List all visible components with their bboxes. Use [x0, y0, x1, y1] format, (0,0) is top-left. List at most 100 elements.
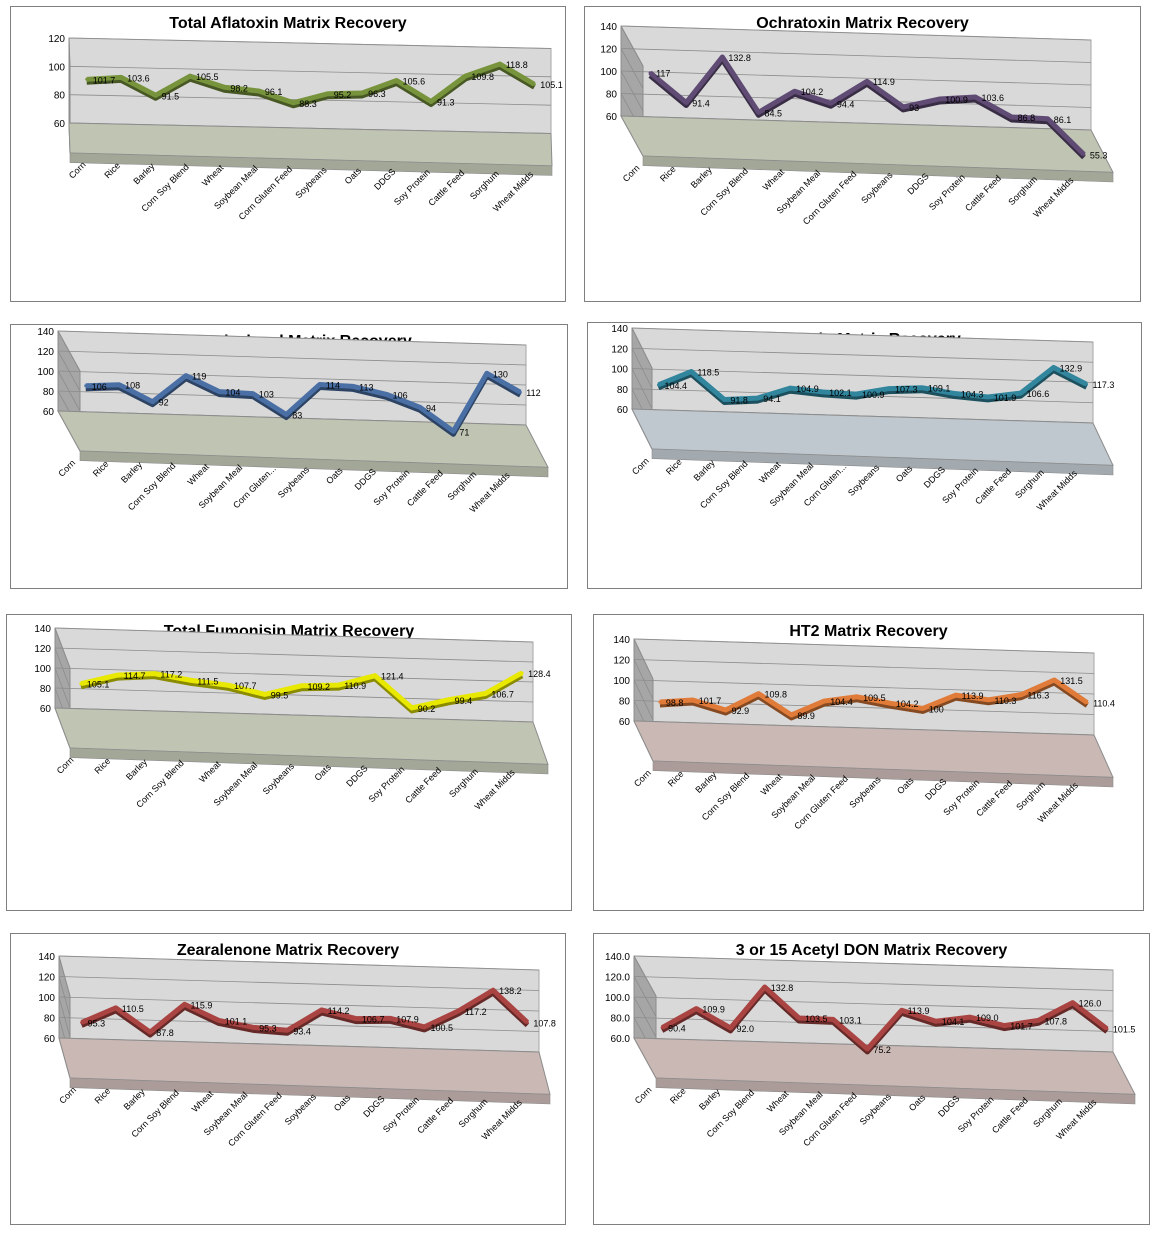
data-point	[251, 1025, 255, 1029]
y-tick-label: 80	[44, 1014, 56, 1025]
data-point	[660, 1026, 664, 1030]
y-tick-label: 100	[37, 367, 54, 378]
data-label: 119	[192, 372, 206, 382]
data-label: 94.4	[837, 99, 855, 109]
data-point	[85, 77, 89, 81]
data-label: 92	[159, 398, 169, 408]
gridline	[620, 25, 644, 67]
data-label: 99.5	[271, 690, 289, 700]
data-label: 109.9	[702, 1005, 725, 1015]
y-tick-label: 60	[606, 112, 618, 123]
x-tick-label: Soybeans	[261, 761, 297, 797]
gridline	[633, 638, 1095, 654]
data-point	[385, 392, 389, 396]
data-label: 104.9	[796, 384, 819, 394]
gridline	[633, 659, 654, 700]
y-tick-label: 100	[613, 676, 630, 687]
data-label: 91.3	[437, 98, 455, 108]
data-point	[189, 678, 193, 682]
data-label: 111.5	[197, 676, 218, 686]
data-point	[1046, 117, 1050, 121]
chart-plot: 60 80 100 120 140 106 108 92 119 104 103 83 114 113 10…	[37, 327, 549, 514]
chart-title: Ochratoxin Matrix Recovery	[756, 15, 969, 32]
data-label: 90.2	[418, 704, 436, 714]
data-label: 107.3	[895, 385, 918, 395]
gridline	[68, 37, 71, 69]
data-point	[151, 400, 155, 404]
data-point	[354, 1017, 358, 1021]
data-point	[1085, 382, 1089, 386]
data-label: 105.6	[403, 77, 426, 87]
data-label: 83	[292, 411, 302, 421]
x-tick-label: Soy Protein	[366, 764, 406, 804]
x-tick-label: Soybeans	[847, 774, 883, 810]
data-label: 118.8	[506, 60, 528, 70]
data-label: 117.3	[1093, 380, 1115, 390]
data-point	[410, 706, 414, 710]
gridline	[57, 350, 527, 366]
gridline	[620, 70, 1092, 86]
chart-plot: 60 80 100 120 101.7 103.6 91.5 105.5 98.2 96.1 88.…	[48, 34, 563, 222]
gridline	[633, 659, 1095, 674]
data-label: 132.8	[771, 983, 794, 993]
data-point	[483, 692, 487, 696]
data-label: 106	[92, 382, 107, 392]
data-point	[1019, 391, 1023, 395]
y-tick-label: 80	[43, 387, 55, 398]
data-point	[934, 1019, 938, 1023]
chart-title: Zearalenone Matrix Recovery	[176, 942, 400, 959]
y-tick-label: 140.0	[605, 952, 630, 963]
data-point	[854, 392, 858, 396]
data-point	[79, 682, 83, 686]
data-point	[888, 701, 892, 705]
y-tick-label: 80	[40, 684, 52, 695]
data-point	[1105, 1027, 1109, 1031]
data-point	[491, 988, 495, 992]
chart-title: HT2 Matrix Recovery	[789, 623, 948, 640]
data-label: 118.5	[697, 367, 719, 377]
data-point	[648, 71, 652, 75]
y-tick-label: 120	[613, 656, 630, 667]
x-tick-label: Soybeans	[846, 462, 882, 498]
data-label: 103.6	[981, 93, 1004, 103]
x-tick-label: Cattle Feed	[426, 168, 466, 208]
data-point	[336, 683, 340, 687]
gridline	[631, 368, 653, 409]
gridline	[68, 94, 71, 125]
data-label: 98.8	[666, 698, 684, 708]
data-label: 71	[459, 427, 469, 437]
data-label: 114.7	[124, 671, 146, 681]
y-tick-label: 100	[38, 993, 55, 1004]
data-label: 128.4	[528, 669, 551, 679]
data-point	[887, 387, 891, 391]
data-point	[373, 674, 377, 678]
data-point	[729, 1026, 733, 1030]
series-line	[80, 987, 530, 1035]
y-tick-label: 60	[54, 119, 66, 130]
data-label: 92.0	[737, 1024, 755, 1034]
y-tick-label: 100	[48, 62, 65, 73]
data-point	[1010, 115, 1014, 119]
gridline	[620, 93, 1092, 108]
data-point	[226, 683, 230, 687]
data-point	[921, 706, 925, 710]
data-label: 138.2	[499, 986, 522, 996]
chart-panel: Total Aflatoxin Matrix Recovery 60 80 100 1…	[10, 6, 566, 302]
data-point	[520, 671, 524, 675]
data-label: 103.1	[839, 1015, 862, 1025]
data-label: 132.8	[728, 53, 751, 63]
x-tick-label: Corn	[633, 1085, 654, 1106]
data-label: 104.4	[664, 381, 687, 391]
data-point	[954, 693, 958, 697]
data-point	[518, 390, 522, 394]
x-tick-label: Soybeans	[293, 165, 329, 201]
chart-title: Total Aflatoxin Matrix Recovery	[169, 15, 407, 32]
data-label: 106.7	[491, 690, 514, 700]
data-point	[986, 395, 990, 399]
data-label: 92.9	[732, 706, 750, 716]
data-label: 105.5	[196, 72, 219, 82]
data-label: 109.2	[308, 682, 331, 692]
data-point	[257, 89, 261, 93]
gridline	[54, 667, 534, 683]
data-point	[973, 95, 977, 99]
